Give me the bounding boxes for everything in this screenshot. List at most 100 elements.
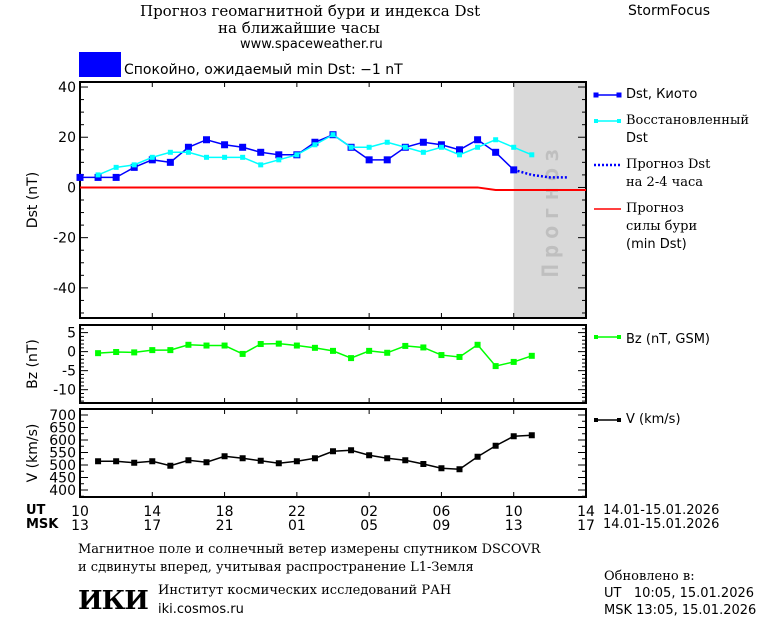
data-point — [131, 349, 138, 356]
forecast-region-band — [513, 82, 586, 318]
data-point — [437, 141, 445, 149]
data-point — [185, 149, 191, 155]
iki-logo: ИКИ — [78, 586, 149, 616]
data-point — [384, 139, 390, 145]
legend-dst-forecast-1: Прогноз Dst — [626, 157, 711, 172]
data-point — [348, 355, 355, 362]
ut-tick-label: 10 — [71, 504, 89, 520]
data-point — [275, 460, 282, 467]
data-point — [438, 144, 444, 150]
y-tick-label: 0 — [67, 180, 76, 196]
data-point — [276, 157, 282, 163]
data-point — [510, 433, 517, 440]
msk-axis-label: MSK — [26, 517, 59, 532]
data-point — [474, 341, 481, 348]
data-point — [221, 342, 228, 349]
data-point — [474, 453, 481, 460]
data-point — [492, 148, 500, 156]
y-tick-label: 450 — [49, 471, 76, 487]
legend-storm-3: (min Dst) — [626, 237, 687, 252]
data-point — [148, 156, 156, 164]
data-point — [456, 353, 463, 360]
msk-tick-label: 05 — [360, 518, 378, 534]
data-point — [275, 340, 282, 347]
data-point — [330, 132, 336, 138]
legend-swatch-dst-kyoto-marker — [616, 92, 622, 98]
data-point — [510, 358, 517, 365]
y-tick-label: 0 — [67, 345, 76, 361]
data-point — [456, 466, 463, 473]
y-tick-label: -20 — [53, 231, 76, 247]
data-point — [311, 344, 318, 351]
data-point — [257, 457, 264, 464]
msk-tick-label: 09 — [433, 518, 451, 534]
institute-name: Институт космических исследований РАН — [158, 583, 452, 598]
data-point — [438, 465, 445, 472]
msk-date-range: 14.01-15.01.2026 — [603, 517, 720, 532]
data-point — [457, 152, 462, 158]
y-tick-label: -40 — [53, 281, 76, 297]
data-point — [528, 352, 535, 359]
data-point — [184, 143, 192, 151]
series-line-2-0 — [98, 434, 532, 471]
data-point — [420, 344, 427, 351]
msk-tick-label: 17 — [577, 518, 595, 534]
data-point — [203, 136, 210, 144]
updated-msk: MSK 13:05, 15.01.2026 — [604, 603, 757, 618]
data-point — [94, 173, 102, 181]
msk-tick-label: 13 — [505, 518, 523, 534]
data-point — [294, 152, 300, 158]
data-point — [366, 347, 373, 354]
data-point — [149, 458, 156, 465]
data-point — [311, 138, 319, 146]
updated-ut: UT 10:05, 15.01.2026 — [604, 586, 755, 601]
chart-title-line2: на ближайшие часы — [218, 19, 380, 37]
data-point — [167, 347, 174, 354]
data-point — [166, 158, 174, 166]
legend-swatch-dst-restored-marker — [617, 119, 621, 123]
footer-note-line1: Магнитное поле и солнечный ветер измерен… — [78, 542, 541, 557]
data-point — [402, 342, 409, 349]
series-line-0-3 — [80, 186, 586, 191]
data-point — [149, 347, 156, 354]
y-tick-label: 550 — [49, 446, 76, 462]
legend-swatch-v-marker — [594, 418, 598, 422]
data-point — [240, 154, 246, 160]
institute-url[interactable]: iki.cosmos.ru — [158, 602, 244, 617]
data-point — [492, 442, 499, 449]
panel-frame-0 — [79, 81, 587, 319]
y-tick-label: 20 — [58, 130, 76, 146]
legend-storm-2: силы бури — [626, 219, 698, 234]
data-point — [185, 341, 192, 348]
y-tick-label: 5 — [67, 326, 76, 342]
status-text: Спокойно, ожидаемый min Dst: −1 nT — [124, 62, 403, 78]
data-point — [511, 144, 517, 150]
data-point — [275, 151, 283, 159]
data-point — [438, 352, 445, 359]
y-axis-label: Bz (nT) — [25, 339, 41, 389]
ut-tick-label: 02 — [360, 504, 378, 520]
updated-label: Обновлено в: — [604, 569, 695, 584]
data-point — [167, 149, 173, 155]
data-point — [529, 152, 535, 158]
data-point — [293, 342, 300, 349]
y-tick-label: 600 — [49, 433, 76, 449]
series-line-0-2 — [513, 168, 568, 179]
status-color-swatch — [79, 52, 121, 77]
legend-swatch-v-marker — [617, 418, 621, 422]
data-point — [131, 162, 137, 168]
msk-tick-label: 13 — [71, 518, 89, 534]
data-point — [203, 459, 210, 466]
legend-dst-kyoto: Dst, Киото — [626, 87, 698, 102]
data-point — [366, 452, 373, 459]
data-point — [185, 457, 192, 464]
data-point — [420, 461, 427, 467]
brand-label: StormFocus — [628, 3, 711, 19]
ut-tick-label: 06 — [433, 504, 451, 520]
y-tick-label: 500 — [49, 458, 76, 474]
data-point — [112, 173, 120, 181]
data-point — [113, 164, 119, 170]
data-point — [203, 342, 210, 349]
msk-tick-label: 01 — [288, 518, 306, 534]
data-point — [348, 447, 355, 454]
